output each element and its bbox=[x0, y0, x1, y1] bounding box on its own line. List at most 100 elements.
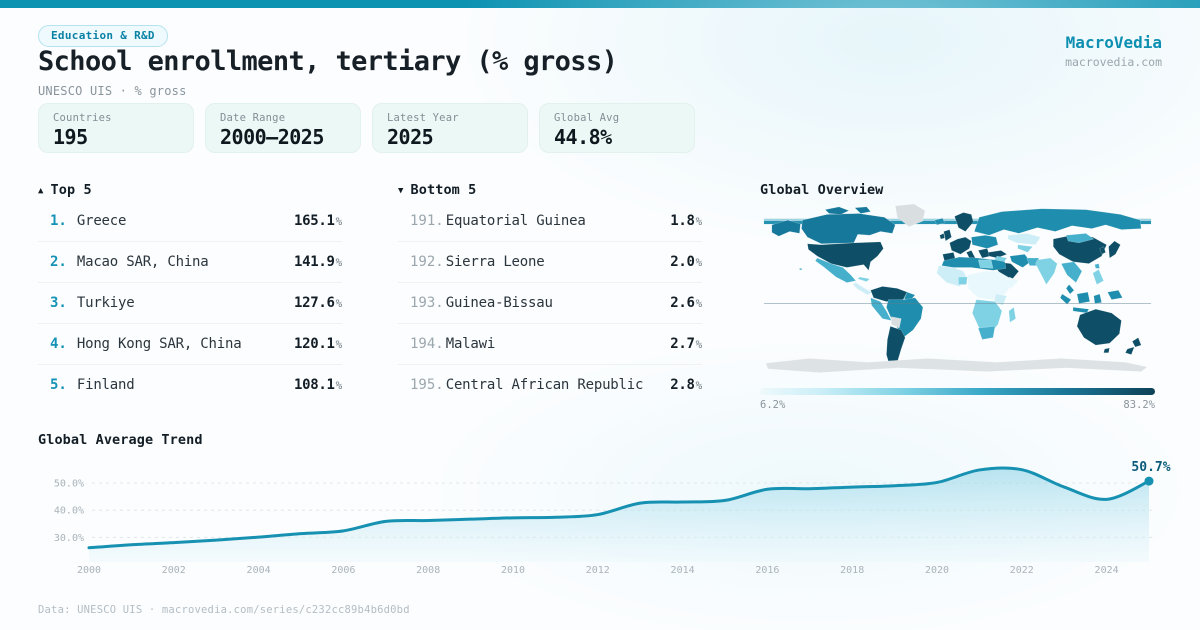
rank-label: 192. bbox=[410, 254, 444, 270]
country-name: Macao SAR, China bbox=[76, 254, 209, 270]
country-value: 2.8% bbox=[670, 377, 702, 393]
stat-value: 2000–2025 bbox=[220, 125, 324, 149]
area-fill bbox=[89, 467, 1149, 562]
page-title: School enrollment, tertiary (% gross) bbox=[38, 46, 618, 77]
stat-value: 2025 bbox=[387, 125, 434, 149]
x-tick-label: 2010 bbox=[501, 565, 525, 576]
rank-label: 5. bbox=[50, 377, 67, 393]
continent-asia bbox=[974, 208, 1142, 314]
country-name: Finland bbox=[76, 377, 135, 393]
hawaii bbox=[799, 268, 803, 271]
stats-row: Countries 195 Date Range 2000–2025 Lates… bbox=[38, 103, 695, 153]
top5-header: ▲ Top 5 bbox=[38, 182, 92, 198]
x-tick-label: 2018 bbox=[840, 565, 864, 576]
list-item: 192. Sierra Leone 2.0% bbox=[398, 242, 702, 283]
stat-label: Global Avg bbox=[554, 112, 620, 124]
list-item: 194. Malawi 2.7% bbox=[398, 324, 702, 365]
rank-label: 191. bbox=[410, 213, 444, 229]
unit-label: % bbox=[695, 338, 703, 351]
country-name: Hong Kong SAR, China bbox=[76, 336, 242, 352]
bottom5-list: 191. Equatorial Guinea 1.8% 192. Sierra Leon… bbox=[398, 201, 702, 405]
list-item: 191. Equatorial Guinea 1.8% bbox=[398, 201, 702, 242]
color-scale-bar bbox=[760, 388, 1155, 395]
country-value: 2.7% bbox=[670, 336, 702, 352]
country-name: Equatorial Guinea bbox=[445, 213, 586, 229]
brand[interactable]: MacroVedia macrovedia.com bbox=[1065, 33, 1162, 69]
unit-label: % bbox=[695, 297, 703, 310]
unit-label: % bbox=[695, 215, 703, 228]
x-tick-label: 2006 bbox=[331, 565, 355, 576]
stat-card-date-range: Date Range 2000–2025 bbox=[205, 103, 361, 153]
top5-title: Top 5 bbox=[50, 182, 92, 198]
country-name: Greece bbox=[76, 213, 127, 229]
country-name: Malawi bbox=[445, 336, 496, 352]
country-name: Turkiye bbox=[76, 295, 135, 311]
continent-africa bbox=[936, 256, 1019, 340]
list-item: 3. Turkiye 127.6% bbox=[38, 283, 342, 324]
country-value: 141.9% bbox=[294, 254, 342, 270]
rank-label: 194. bbox=[410, 336, 444, 352]
stat-label: Countries bbox=[53, 112, 112, 124]
rank-label: 195. bbox=[410, 377, 444, 393]
bottom5-title: Bottom 5 bbox=[410, 182, 477, 198]
country-value: 2.0% bbox=[670, 254, 702, 270]
trend-title: Global Average Trend bbox=[38, 432, 203, 448]
stat-card-countries: Countries 195 bbox=[38, 103, 194, 153]
antarctica-nodata bbox=[765, 358, 1148, 373]
brand-name[interactable]: MacroVedia bbox=[1065, 33, 1162, 52]
up-triangle-icon: ▲ bbox=[38, 186, 44, 196]
unit-label: % bbox=[335, 215, 343, 228]
continent-europe bbox=[934, 212, 999, 263]
list-item: 1. Greece 165.1% bbox=[38, 201, 342, 242]
trend-line bbox=[87, 466, 1151, 550]
list-item: 4. Hong Kong SAR, China 120.1% bbox=[38, 324, 342, 365]
latest-value-label: 50.7% bbox=[1131, 460, 1170, 475]
category-badge-label: Education & R&D bbox=[51, 29, 155, 42]
unit-label: % bbox=[335, 256, 343, 269]
list-item: 195. Central African Republic 2.8% bbox=[398, 365, 702, 405]
trend-line-chart: 50.0% 40.0% 30.0% 2000 2002 2004 2006 2008 2010 2… bbox=[54, 460, 1171, 576]
y-tick-label: 40.0% bbox=[54, 506, 84, 517]
x-tick-label: 2002 bbox=[162, 565, 186, 576]
x-tick-label: 2020 bbox=[925, 565, 949, 576]
greenland-nodata bbox=[895, 204, 926, 227]
continent-south-america bbox=[870, 286, 924, 369]
unit-label: % bbox=[335, 338, 343, 351]
stat-value: 195 bbox=[53, 125, 88, 149]
country-value: 108.1% bbox=[294, 377, 342, 393]
unit-label: % bbox=[335, 379, 343, 392]
continent-oceania bbox=[1076, 308, 1142, 355]
x-tick-label: 2000 bbox=[77, 565, 101, 576]
stat-card-latest-year: Latest Year 2025 bbox=[372, 103, 528, 153]
y-tick-label: 50.0% bbox=[54, 479, 84, 490]
world-choropleth-map bbox=[763, 204, 1152, 373]
stat-label: Latest Year bbox=[387, 112, 459, 124]
rank-label: 4. bbox=[50, 336, 67, 352]
list-item: 2. Macao SAR, China 141.9% bbox=[38, 242, 342, 283]
down-triangle-icon: ▼ bbox=[398, 186, 404, 196]
footer-source-link[interactable]: Data: UNESCO UIS · macrovedia.com/series… bbox=[38, 604, 410, 616]
x-tick-label: 2022 bbox=[1010, 565, 1034, 576]
country-value: 2.6% bbox=[670, 295, 702, 311]
country-name: Sierra Leone bbox=[445, 254, 545, 270]
continent-north-america bbox=[771, 204, 926, 296]
x-tick-label: 2004 bbox=[247, 565, 271, 576]
rank-label: 193. bbox=[410, 295, 444, 311]
country-value: 127.6% bbox=[294, 295, 342, 311]
rank-label: 1. bbox=[50, 213, 67, 229]
stat-label: Date Range bbox=[220, 112, 286, 124]
rank-label: 2. bbox=[50, 254, 67, 270]
x-tick-label: 2016 bbox=[755, 565, 779, 576]
latest-point-marker bbox=[1144, 476, 1154, 486]
country-value: 120.1% bbox=[294, 336, 342, 352]
stat-value: 44.8% bbox=[554, 125, 612, 149]
country-name: Guinea-Bissau bbox=[445, 295, 553, 311]
map-title: Global Overview bbox=[760, 182, 884, 198]
color-scale-labels: 6.2% 83.2% bbox=[760, 399, 1155, 411]
stat-card-global-avg: Global Avg 44.8% bbox=[539, 103, 695, 153]
brand-url-link[interactable]: macrovedia.com bbox=[1065, 55, 1162, 69]
list-item: 5. Finland 108.1% bbox=[38, 365, 342, 405]
y-tick-label: 30.0% bbox=[54, 533, 84, 544]
legend-min-label: 6.2% bbox=[760, 399, 786, 411]
x-tick-label: 2012 bbox=[586, 565, 610, 576]
